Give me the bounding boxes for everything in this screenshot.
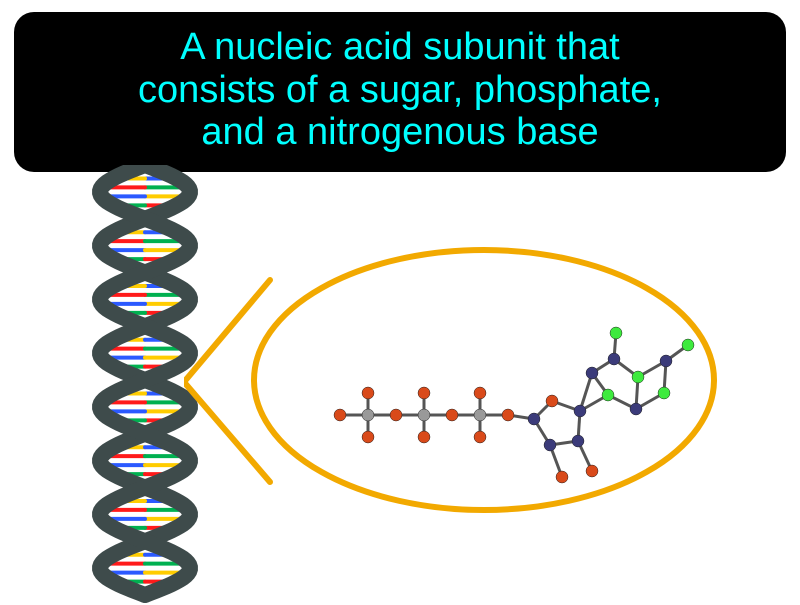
banner-line: A nucleic acid subunit that bbox=[180, 26, 619, 68]
banner-line: consists of a sugar, phosphate, bbox=[138, 69, 662, 111]
banner-text: A nucleic acid subunit that consists of … bbox=[32, 26, 768, 154]
diagram bbox=[0, 165, 800, 600]
definition-banner: A nucleic acid subunit that consists of … bbox=[14, 12, 786, 172]
nucleotide-molecule bbox=[330, 315, 730, 515]
banner-line: and a nitrogenous base bbox=[201, 111, 598, 153]
